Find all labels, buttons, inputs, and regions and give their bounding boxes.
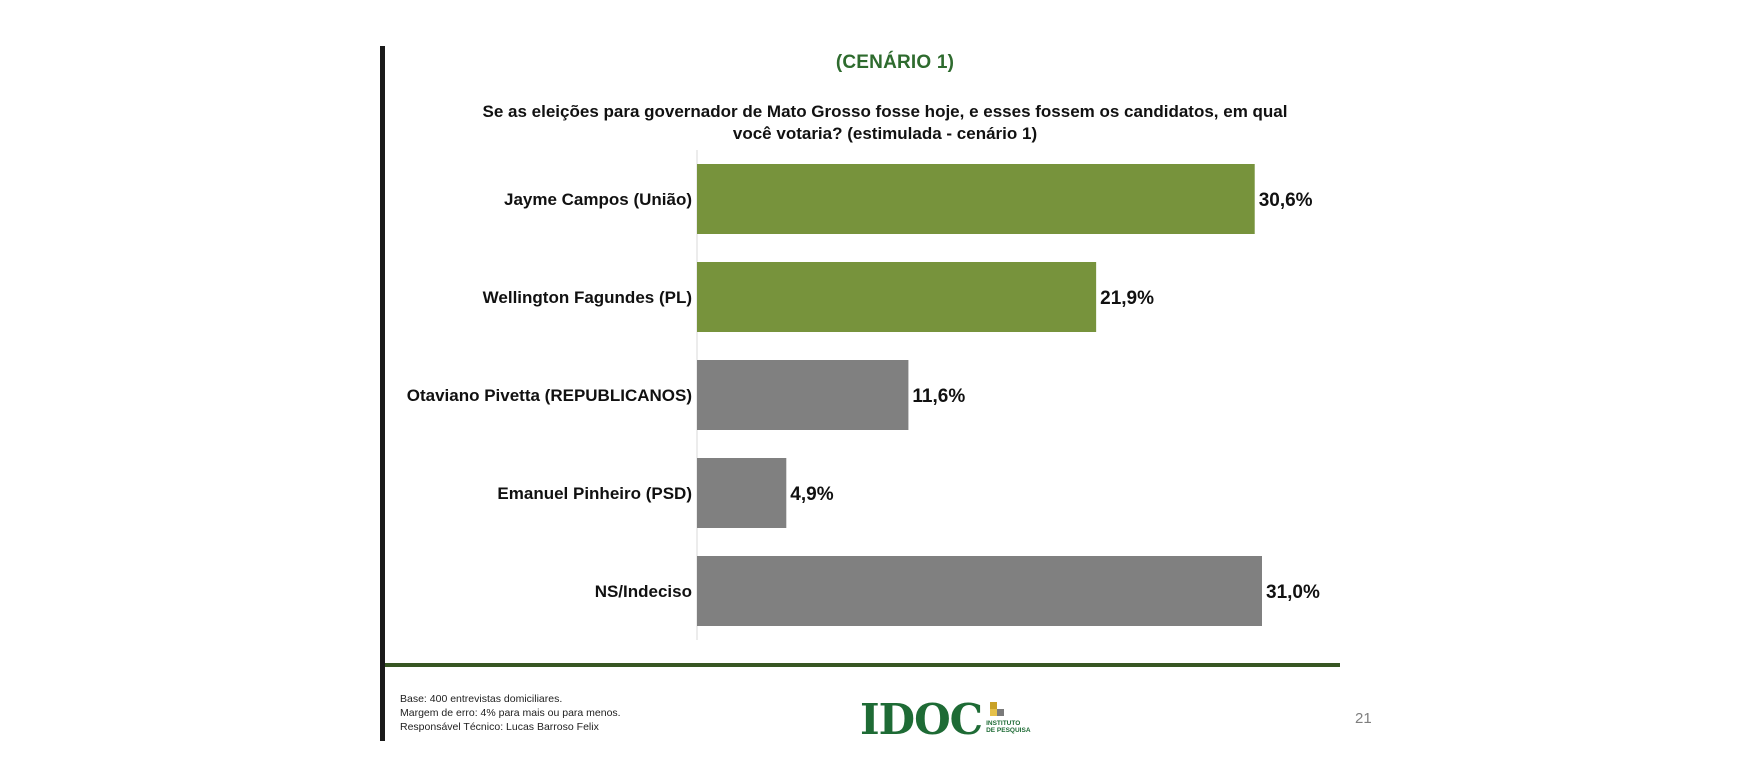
value-label: 30,6%	[1259, 190, 1313, 211]
footer-note-margin: Margem de erro: 4% para mais ou para men…	[400, 707, 621, 719]
bar	[697, 360, 909, 430]
value-label: 4,9%	[790, 484, 833, 505]
category-label: Emanuel Pinheiro (PSD)	[497, 484, 692, 503]
logo-subtitle-line1: INSTITUTO	[986, 720, 1021, 727]
logo-square-gray-icon	[997, 709, 1005, 716]
bar	[697, 164, 1255, 234]
bar	[697, 556, 1262, 626]
category-label: NS/Indeciso	[595, 582, 692, 601]
footer-divider	[385, 663, 1340, 667]
logo-square-gold-icon	[990, 702, 998, 709]
category-label: Jayme Campos (União)	[504, 190, 692, 209]
scenario-title: (CENÁRIO 1)	[835, 52, 955, 73]
value-label: 31,0%	[1266, 582, 1320, 603]
category-label: Otaviano Pivetta (REPUBLICANOS)	[407, 386, 692, 405]
footer-note-responsible: Responsável Técnico: Lucas Barroso Felix	[400, 721, 599, 733]
value-label: 11,6%	[912, 386, 965, 407]
page-number: 21	[1355, 710, 1372, 727]
footer-note-base: Base: 400 entrevistas domiciliares.	[400, 693, 563, 705]
logo-square-yellow-icon	[990, 709, 998, 716]
value-label: 21,9%	[1100, 288, 1154, 309]
bar	[697, 458, 787, 528]
category-label: Wellington Fagundes (PL)	[483, 288, 692, 307]
chart-title: Se as eleições para governador de Mato G…	[482, 102, 1288, 143]
logo-mark-icon: INSTITUTO DE PESQUISA	[985, 700, 1031, 740]
idoc-logo: IDOC INSTITUTO DE PESQUISA	[860, 695, 1031, 744]
logo-wordmark: IDOC	[860, 695, 983, 744]
logo-subtitle-line2: DE PESQUISA	[986, 727, 1031, 734]
bar	[697, 262, 1097, 332]
footer-notes: Base: 400 entrevistas domiciliares. Marg…	[400, 692, 621, 734]
left-border-rule	[380, 46, 385, 741]
logo-subtitle: INSTITUTO DE PESQUISA	[986, 720, 1030, 734]
